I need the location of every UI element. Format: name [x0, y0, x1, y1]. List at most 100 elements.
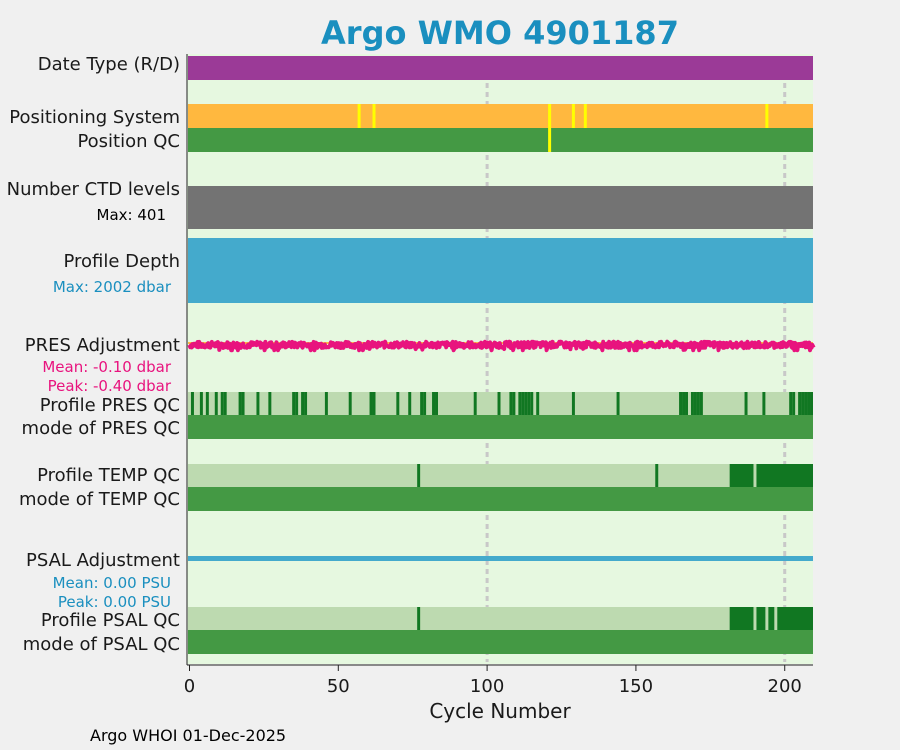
pres-qc-mark	[798, 392, 802, 415]
pres-qc-mark	[792, 392, 796, 415]
plot-area	[187, 54, 813, 664]
label-mode-temp-qc: mode of TEMP QC	[19, 489, 180, 510]
pres-qc-mark	[435, 392, 438, 415]
x-tick-label: 50	[327, 676, 350, 697]
pres-qc-mark	[223, 392, 227, 415]
pres-qc-mark	[369, 392, 373, 415]
profile-psal-qc-bar	[188, 607, 813, 630]
x-tick-label: 100	[470, 676, 504, 697]
pres-qc-mark	[521, 392, 525, 415]
footer-label: Argo WHOI 01-Dec-2025	[90, 726, 286, 745]
x-axis-label: Cycle Number	[429, 699, 571, 723]
profile-temp-qc-bar	[188, 464, 813, 487]
positioning-flag-mark	[571, 104, 575, 128]
x-tick-label: 150	[619, 676, 653, 697]
psal-adjustment-line	[188, 556, 813, 561]
pres-qc-mark	[220, 392, 224, 415]
psal-qc-gap	[753, 607, 757, 630]
pres-qc-mark	[509, 392, 513, 415]
pres-qc-mark	[685, 392, 688, 415]
position-qc-flag-mark	[548, 128, 552, 152]
temp-qc-mark	[417, 464, 421, 487]
label-profile-pres-qc: Profile PRES QC	[40, 395, 180, 416]
pres-qc-mark	[682, 392, 686, 415]
pres-qc-mark	[324, 392, 328, 415]
pres-qc-mark	[807, 392, 811, 415]
psal-qc-range	[729, 607, 813, 630]
label-profile-psal-qc: Profile PSAL QC	[41, 610, 180, 631]
label-profile-temp-qc: Profile TEMP QC	[37, 465, 180, 486]
ctd-levels-bar	[188, 186, 813, 229]
positioning-system-bar	[188, 104, 813, 128]
x-tick-label: 200	[768, 676, 802, 697]
pres-qc-mark	[205, 392, 209, 415]
pres-qc-mark	[616, 392, 620, 415]
pres-qc-mark	[679, 392, 683, 415]
chart-title: Argo WMO 4901187	[321, 14, 679, 52]
mode-temp-qc-bar	[188, 487, 813, 511]
pres-qc-mark	[527, 392, 531, 415]
positioning-flag-mark	[372, 104, 376, 128]
psal-peak-label: Peak: 0.00 PSU	[58, 593, 171, 611]
pres-qc-mark	[693, 392, 697, 415]
ctd-max-label: Max: 401	[97, 206, 166, 224]
position-qc-bar	[188, 128, 813, 152]
pres-qc-mark	[524, 392, 528, 415]
pres-qc-mark	[804, 392, 808, 415]
pres-qc-mark	[530, 392, 534, 415]
psal-mean-label: Mean: 0.00 PSU	[53, 574, 171, 592]
pres-qc-mark	[348, 392, 352, 415]
pres-qc-mark	[420, 392, 424, 415]
pres-qc-mark	[699, 392, 703, 415]
label-mode-psal-qc: mode of PSAL QC	[23, 634, 180, 655]
psal-qc-gap	[765, 607, 769, 630]
pres-qc-mark	[214, 392, 218, 415]
label-date-type: Date Type (R/D)	[38, 54, 180, 75]
pres-qc-mark	[473, 392, 477, 415]
mode-psal-qc-bar	[188, 630, 813, 654]
label-mode-pres-qc: mode of PRES QC	[22, 418, 180, 439]
pres-qc-mark	[744, 392, 748, 415]
pres-qc-mark	[190, 392, 194, 415]
pres-peak-label: Peak: -0.40 dbar	[48, 377, 172, 395]
psal-qc-mark	[417, 607, 421, 630]
label-positioning-system: Positioning System	[9, 107, 180, 128]
temp-qc-mark	[655, 464, 659, 487]
pres-qc-mark	[536, 392, 540, 415]
temp-qc-gap	[753, 464, 757, 487]
pres-qc-mark	[690, 392, 694, 415]
pres-qc-mark	[372, 392, 376, 415]
label-position-qc: Position QC	[77, 131, 180, 152]
pres-qc-mark	[396, 392, 400, 415]
pres-qc-mark	[256, 392, 260, 415]
pres-qc-mark	[801, 392, 805, 415]
pres-qc-mark	[497, 392, 501, 415]
pres-qc-mark	[408, 392, 412, 415]
label-profile-depth: Profile Depth	[63, 251, 180, 272]
positioning-flag-mark	[357, 104, 361, 128]
pres-mean-label: Mean: -0.10 dbar	[42, 358, 172, 376]
pres-qc-mark	[810, 392, 813, 415]
pres-qc-mark	[304, 392, 308, 415]
mode-pres-qc-bar	[188, 415, 813, 439]
x-tick-label: 0	[184, 676, 195, 697]
pres-qc-mark	[432, 392, 436, 415]
profile-depth-bar	[188, 238, 813, 303]
label-ctd-levels: Number CTD levels	[7, 179, 180, 200]
pres-qc-mark	[292, 392, 296, 415]
pres-qc-mark	[238, 392, 242, 415]
positioning-flag-mark	[765, 104, 769, 128]
pres-qc-mark	[268, 392, 272, 415]
date-type-bar	[188, 56, 813, 80]
temp-qc-range	[729, 464, 813, 487]
depth-max-label: Max: 2002 dbar	[53, 278, 172, 296]
psal-qc-gap	[774, 607, 778, 630]
pres-qc-mark	[518, 392, 522, 415]
pres-qc-mark	[199, 392, 203, 415]
label-psal-adjustment: PSAL Adjustment	[26, 550, 180, 571]
pres-qc-mark	[512, 392, 516, 415]
pres-qc-mark	[301, 392, 305, 415]
pres-qc-mark	[789, 392, 793, 415]
pres-qc-mark	[696, 392, 700, 415]
